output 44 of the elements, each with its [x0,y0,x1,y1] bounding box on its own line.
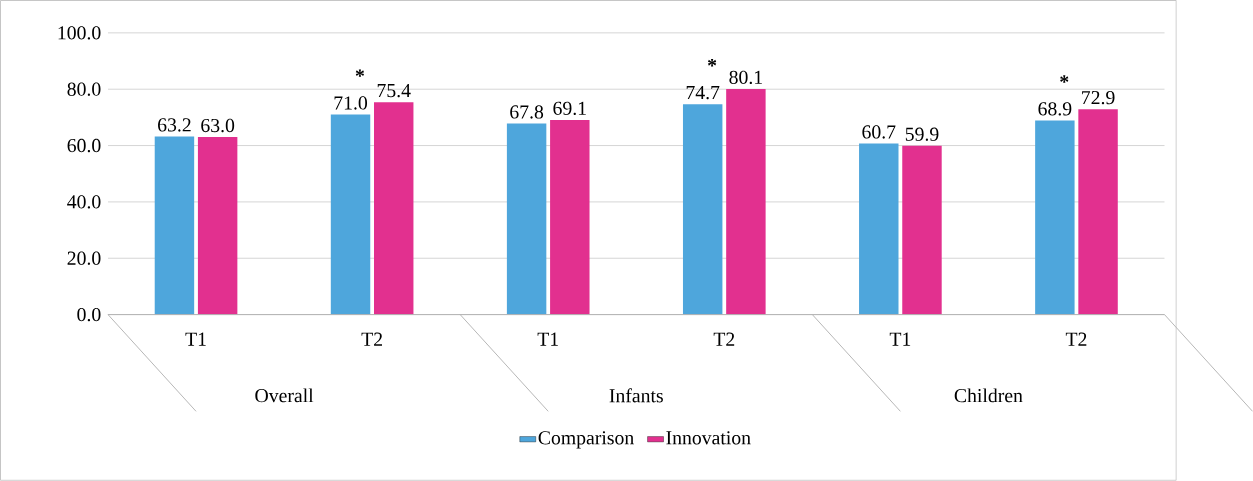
data-label: 59.9 [905,127,939,142]
bar [330,114,371,315]
bar [154,136,195,315]
bar [197,137,238,315]
data-label: 80.1 [729,70,762,85]
y-tick-label: 80.0 [67,82,101,96]
bar [374,102,414,315]
legend-label: Innovation [666,431,751,445]
x-tick-label: T2 [713,332,735,346]
x-tick-label: T1 [185,332,206,346]
bar [506,123,547,315]
text: Infants [609,388,663,403]
text: Overall [255,388,314,403]
x-tick-label: T2 [1065,332,1087,346]
bar [859,143,899,315]
data-label: 75.4 [377,84,411,98]
data-label: 63.2 [158,118,191,132]
data-label: 69.1 [553,101,586,116]
legend-label: Comparison [538,431,634,449]
bar [902,145,942,315]
data-label: 68.9 [1038,102,1072,116]
text: Children [954,388,1023,403]
y-tick-label: 20.0 [67,251,101,266]
annotation: * [707,59,717,67]
data-label: 67.8 [510,105,544,119]
annotation: * [355,69,365,77]
bar [1035,120,1075,315]
bar [550,120,590,315]
x-tick-label: T1 [889,332,911,346]
bar [1078,109,1118,315]
x-tick-label: T2 [361,332,382,346]
bar [726,89,766,315]
y-tick-label: 0.0 [77,307,101,322]
data-label: 63.0 [201,118,235,133]
y-tick-label: 100.0 [58,26,101,40]
data-label: 74.7 [686,86,720,100]
data-label: 60.7 [862,125,896,139]
x-tick-label: T1 [537,332,558,346]
data-label: 72.9 [1082,91,1115,105]
y-tick-label: 60.0 [67,138,101,153]
data-label: 71.0 [334,96,368,110]
y-tick-label: 40.0 [67,195,101,209]
annotation: * [1060,75,1069,83]
bar [682,104,723,315]
